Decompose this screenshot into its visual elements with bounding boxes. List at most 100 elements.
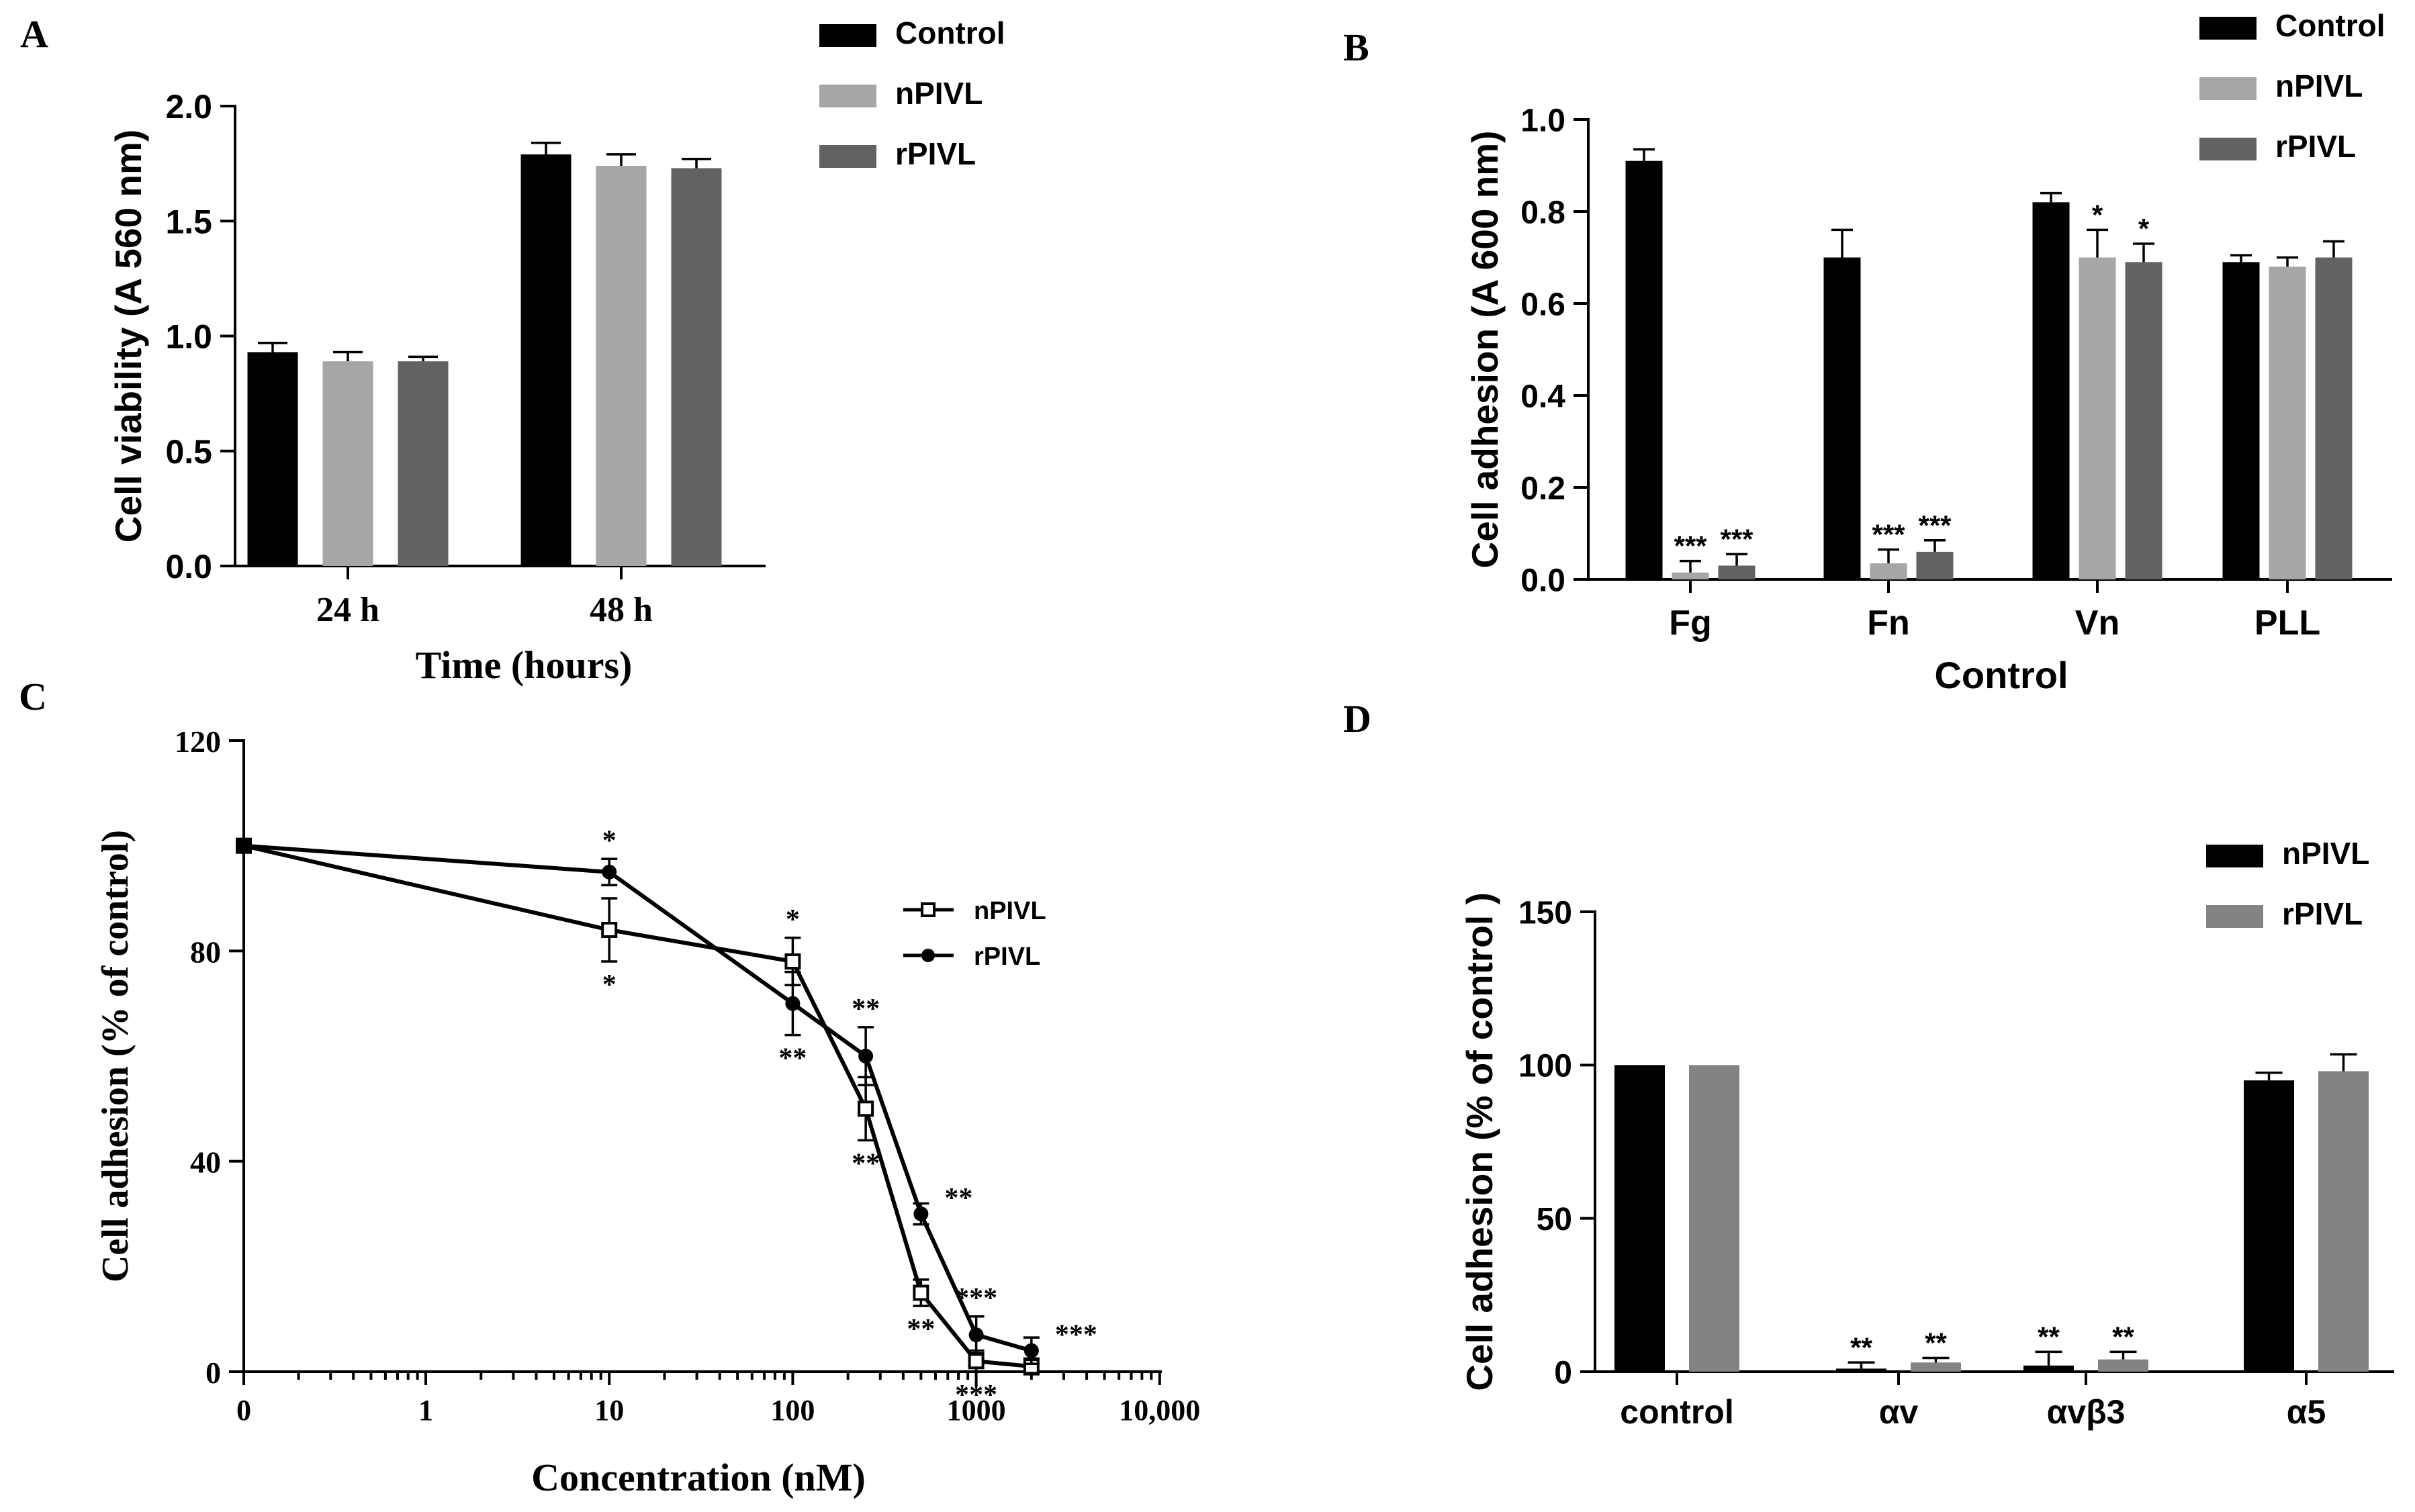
bar-npivl-fn [1870, 563, 1907, 579]
bar-rpivl-v [1911, 1362, 1961, 1372]
legend-swatch-rpivl [2199, 138, 2257, 160]
x-tick-label: 100 [770, 1394, 815, 1427]
data-point-rpivl [236, 838, 251, 853]
x-category-label: PLL [2254, 604, 2320, 643]
bar-rpivl-48-h [671, 168, 722, 567]
x-category-label: 48 h [590, 591, 653, 629]
data-point-rpivl [968, 1327, 984, 1343]
significance-marker: *** [955, 1380, 997, 1411]
bar-control-vn [2032, 202, 2070, 579]
legend-label-npivl: nPIVL [974, 897, 1046, 925]
legend-swatch-control [819, 24, 876, 47]
significance-marker: * [786, 904, 800, 935]
significance-marker: * [602, 825, 617, 856]
y-tick-label: 1.0 [165, 318, 212, 356]
bar-rpivl-vn [2125, 262, 2162, 579]
significance-marker: ** [1850, 1331, 1872, 1363]
significance-marker: ** [778, 1043, 807, 1074]
series-line-rpivl [243, 843, 1032, 1353]
y-tick-label: 0.2 [1520, 471, 1565, 506]
y-tick-label: 0.6 [1520, 287, 1565, 322]
bar-control-fg [1625, 160, 1663, 579]
bar-rpivl-v-3 [2098, 1359, 2148, 1372]
x-tick-label: 1 [418, 1394, 433, 1427]
bar-rpivl-pll [2315, 257, 2353, 579]
significance-marker: ** [2038, 1321, 2060, 1352]
data-point-npivl [784, 953, 801, 970]
legend-label-npivl: nPIVL [2275, 68, 2363, 103]
significance-marker: ** [852, 994, 880, 1025]
x-category-label: Vn [2075, 604, 2120, 643]
panel-label-d: D [1343, 697, 1371, 741]
significance-marker: *** [1674, 530, 1707, 562]
x-category-label: αvβ3 [2047, 1393, 2126, 1431]
y-tick-label: 0.4 [1520, 379, 1565, 414]
data-point-rpivl [602, 864, 617, 880]
panel-label-c: C [19, 675, 47, 718]
x-category-label: α5 [2287, 1393, 2326, 1431]
legend-marker-rpivl [921, 949, 935, 962]
x-category-label: control [1620, 1393, 1733, 1431]
y-tick-label: 0.5 [165, 433, 212, 471]
bar-npivl-v [1836, 1368, 1886, 1372]
bar-npivl-5 [2244, 1080, 2294, 1372]
legend-swatch-npivl [2206, 845, 2263, 867]
y-tick-label: 0 [206, 1356, 221, 1390]
bar-npivl-control [1614, 1065, 1665, 1372]
significance-marker: ** [907, 1314, 935, 1345]
significance-marker: * [602, 970, 617, 1000]
y-tick-label: 0.0 [1520, 563, 1565, 598]
y-axis-title: Cell adhesion (% of control ) [1459, 892, 1500, 1391]
bar-npivl-v-3 [2023, 1365, 2074, 1372]
x-axis-title: Time (hours) [416, 643, 633, 687]
panel-label-a: A [20, 12, 48, 56]
bar-npivl-pll [2269, 267, 2306, 579]
bar-rpivl-control [1689, 1065, 1739, 1372]
y-tick-label: 150 [1518, 895, 1572, 931]
bar-rpivl-fn [1916, 551, 1954, 579]
significance-marker: *** [1055, 1320, 1097, 1351]
legend-label-npivl: nPIVL [895, 76, 983, 111]
bar-npivl-48-h [596, 166, 647, 567]
bar-control-24-h [247, 352, 298, 566]
bar-rpivl-fg [1718, 565, 1756, 579]
y-axis-title: Cell viability (A 560 nm) [107, 130, 149, 542]
significance-marker: * [2138, 213, 2150, 244]
data-point-npivl [858, 1100, 874, 1117]
legend-swatch-control [2199, 17, 2257, 40]
x-tick-label: 1000 [947, 1394, 1006, 1427]
y-tick-label: 1.0 [1520, 103, 1565, 138]
y-tick-label: 0.0 [165, 548, 212, 585]
legend-label-control: Control [2275, 8, 2385, 43]
bar-control-pll [2222, 262, 2260, 579]
y-tick-label: 50 [1537, 1202, 1572, 1237]
bar-rpivl-5 [2318, 1071, 2369, 1372]
x-category-label: 24 h [316, 591, 379, 629]
y-tick-label: 0.8 [1520, 195, 1565, 230]
x-category-label: Fn [1867, 604, 1910, 643]
panel-c-chart: 0 40 80 120 0 1 10 100 1000 10,000 Cell adhesion (… [95, 724, 1200, 1499]
x-tick-label: 10 [594, 1394, 624, 1427]
x-tick-label: 0 [236, 1394, 251, 1427]
legend-label-rpivl: rPIVL [974, 943, 1040, 971]
legend-label-control: Control [895, 15, 1005, 50]
significance-marker: *** [1918, 510, 1952, 541]
y-axis-title: Cell adhesion (% of control) [95, 830, 136, 1282]
significance-marker: ** [2112, 1321, 2134, 1352]
x-axis-title: Control [1934, 654, 2068, 696]
data-point-npivl [913, 1284, 929, 1301]
y-tick-label: 120 [175, 724, 221, 759]
x-category-label: Fg [1669, 604, 1712, 643]
bar-rpivl-24-h [398, 361, 449, 566]
data-point-npivl [968, 1353, 985, 1370]
bar-npivl-24-h [322, 361, 373, 566]
bar-control-fn [1823, 257, 1861, 579]
data-point-rpivl [858, 1049, 874, 1064]
legend-label-rpivl: rPIVL [2275, 129, 2356, 164]
bar-npivl-fg [1672, 572, 1709, 579]
legend-label-rpivl: rPIVL [895, 136, 976, 171]
data-point-rpivl [913, 1207, 929, 1221]
y-tick-label: 40 [190, 1145, 221, 1180]
data-point-rpivl [1023, 1343, 1039, 1358]
